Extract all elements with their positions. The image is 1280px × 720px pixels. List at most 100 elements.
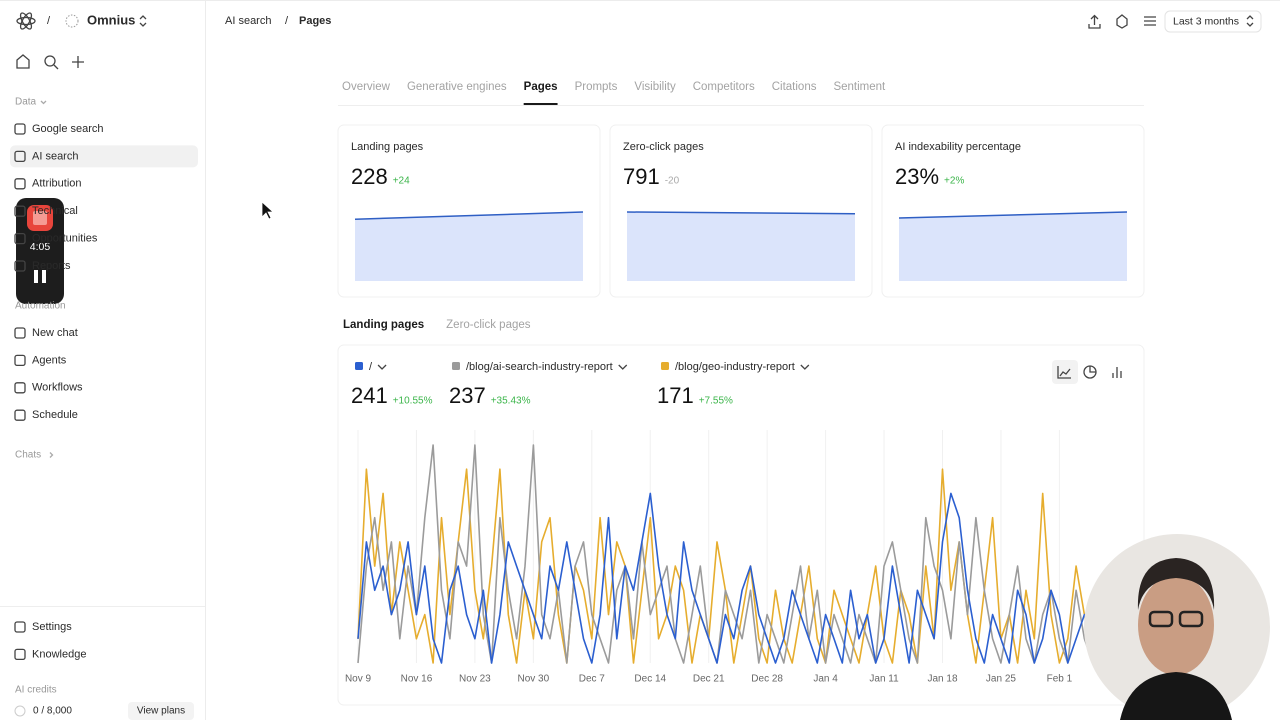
nav-icon bbox=[14, 232, 26, 245]
caret bbox=[40, 100, 47, 105]
search-icon-handle bbox=[53, 64, 59, 70]
x-tick-label: Jan 11 bbox=[869, 674, 899, 685]
subtab[interactable]: Zero-click pages bbox=[446, 319, 531, 331]
export-icon[interactable] bbox=[1088, 14, 1101, 29]
line-chart-icon[interactable] bbox=[1057, 366, 1071, 379]
recording-time: 4:05 bbox=[30, 241, 51, 253]
date-range[interactable]: Last 3 months bbox=[1173, 15, 1239, 27]
caret bbox=[49, 452, 54, 458]
nav-item[interactable]: Google search bbox=[32, 123, 104, 135]
workspace-name[interactable]: Omnius bbox=[87, 12, 135, 27]
search-icon[interactable] bbox=[44, 55, 56, 67]
nav-item[interactable]: AI search bbox=[32, 150, 78, 162]
legend-caret[interactable] bbox=[618, 364, 628, 370]
nav-item[interactable]: Technical bbox=[32, 205, 78, 217]
legend-caret[interactable] bbox=[800, 364, 810, 370]
tab[interactable]: Generative engines bbox=[407, 81, 507, 93]
card-delta: +2% bbox=[944, 176, 964, 187]
chart-mode-active bbox=[1052, 360, 1078, 384]
nav-icon bbox=[14, 327, 26, 339]
separator: / bbox=[285, 15, 289, 27]
legend-name[interactable]: /blog/geo-industry-report bbox=[675, 361, 795, 373]
tab[interactable]: Overview bbox=[342, 81, 391, 93]
series-line bbox=[357, 492, 1111, 664]
nav-item[interactable]: New chat bbox=[32, 327, 78, 339]
view-plans-button[interactable] bbox=[128, 702, 194, 720]
legend-name[interactable]: /blog/ai-search-industry-report bbox=[466, 361, 613, 373]
nav-icon bbox=[14, 260, 26, 272]
nav-icon bbox=[14, 382, 26, 394]
tab[interactable]: Visibility bbox=[634, 81, 676, 93]
tab[interactable]: Prompts bbox=[575, 81, 618, 93]
card-value: 791 bbox=[623, 164, 660, 189]
section-label[interactable]: AI credits bbox=[15, 685, 57, 696]
add-icon[interactable] bbox=[72, 56, 84, 68]
card-title: Landing pages bbox=[351, 141, 424, 153]
legend-value: 171 bbox=[657, 383, 694, 408]
nav-icon bbox=[14, 123, 26, 135]
card-value: 23% bbox=[895, 164, 939, 189]
x-tick-label: Dec 28 bbox=[751, 674, 783, 685]
legend-change: +7.55% bbox=[699, 396, 733, 407]
pie-chart-icon-slice bbox=[1089, 366, 1096, 373]
nav-item[interactable]: Opportunities bbox=[32, 233, 98, 245]
series-line bbox=[357, 444, 1111, 664]
nav-icon bbox=[14, 178, 26, 190]
filter-icon[interactable] bbox=[1144, 16, 1156, 26]
legend-caret[interactable] bbox=[377, 364, 387, 370]
recorder bbox=[16, 198, 64, 304]
sparkline bbox=[898, 211, 1128, 219]
nav-item[interactable]: Agents bbox=[32, 354, 67, 366]
subtab[interactable]: Landing pages bbox=[343, 319, 424, 331]
card-title: AI indexability percentage bbox=[895, 141, 1021, 153]
date-range-button[interactable] bbox=[1164, 10, 1262, 33]
tab[interactable]: Pages bbox=[524, 81, 558, 93]
home-icon[interactable] bbox=[16, 54, 30, 69]
legend-value: 237 bbox=[449, 383, 486, 408]
section-label[interactable]: Data bbox=[15, 97, 37, 108]
share-icon[interactable] bbox=[1116, 14, 1128, 29]
section-label[interactable]: Chats bbox=[15, 450, 41, 461]
card-delta: +24 bbox=[393, 176, 410, 187]
card-title: Zero-click pages bbox=[623, 141, 704, 153]
nav-item[interactable]: Reports bbox=[32, 260, 71, 272]
breadcrumb-parent[interactable]: AI search bbox=[225, 15, 271, 27]
x-tick-label: Dec 21 bbox=[693, 674, 725, 685]
nav-icon bbox=[14, 150, 26, 163]
card-value: 228 bbox=[351, 164, 388, 189]
legend-change: +35.43% bbox=[491, 396, 531, 407]
tab-underline bbox=[523, 103, 558, 105]
sparkline bbox=[354, 211, 584, 221]
view-plans[interactable]: View plans bbox=[137, 706, 185, 717]
pause-button[interactable] bbox=[34, 270, 38, 283]
tab[interactable]: Competitors bbox=[693, 81, 755, 93]
workspace-switch[interactable] bbox=[139, 15, 147, 27]
bar-chart-icon[interactable] bbox=[1112, 367, 1122, 378]
tab[interactable]: Citations bbox=[772, 81, 817, 93]
card-delta: -20 bbox=[665, 176, 680, 187]
x-tick-label: Dec 7 bbox=[579, 674, 606, 685]
nav-icon bbox=[14, 354, 26, 367]
x-tick-label: Jan 18 bbox=[927, 674, 957, 685]
sparkline-area bbox=[627, 212, 855, 281]
nav-item[interactable]: Attribution bbox=[32, 178, 82, 190]
x-tick-label: Dec 14 bbox=[634, 674, 666, 685]
nav-item[interactable]: Knowledge bbox=[32, 648, 86, 660]
sparkline bbox=[626, 211, 856, 215]
legend-swatch bbox=[661, 362, 669, 370]
nav-icon bbox=[14, 205, 26, 217]
nav-item[interactable]: Settings bbox=[32, 621, 72, 633]
nav-icon bbox=[14, 621, 26, 633]
date-range-caret bbox=[1246, 15, 1254, 27]
tab[interactable]: Sentiment bbox=[833, 81, 886, 93]
x-tick-label: Nov 16 bbox=[401, 674, 433, 685]
section-label[interactable]: Automation bbox=[15, 301, 66, 312]
legend-swatch bbox=[452, 362, 460, 370]
nav-item[interactable]: Schedule bbox=[32, 409, 78, 421]
webcam-overlay bbox=[1084, 534, 1270, 720]
nav-item[interactable]: Workflows bbox=[32, 382, 83, 394]
x-tick-label: Feb 1 bbox=[1047, 674, 1073, 685]
legend-name[interactable]: / bbox=[369, 361, 373, 373]
breadcrumb-current: Pages bbox=[299, 15, 331, 27]
